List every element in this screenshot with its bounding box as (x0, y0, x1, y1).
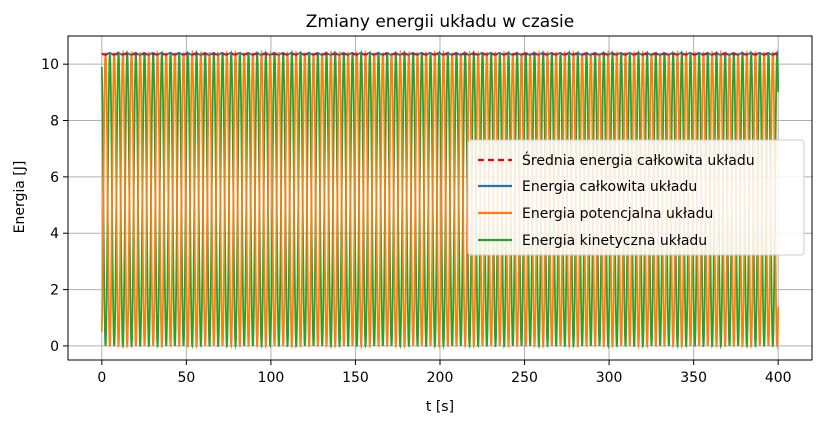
series-line-kinetic (100, 49, 780, 350)
x-axis-label: t [s] (426, 399, 454, 415)
legend-entry-mean-total: Średnia energia całkowita układu (478, 151, 755, 169)
x-tick-label: 150 (342, 370, 369, 386)
x-axis-ticks: 0 50 100 150 200 250 300 350 400 (97, 360, 792, 386)
legend-entry-kinetic: Energia kinetyczna układu (478, 233, 707, 249)
series-line-potential (100, 49, 780, 350)
x-tick-label: 350 (680, 370, 707, 386)
y-tick-label: 6 (50, 170, 59, 186)
x-tick-label: 50 (177, 370, 195, 386)
y-axis-ticks: 0 2 4 6 8 10 (41, 57, 68, 355)
x-tick-label: 0 (97, 370, 106, 386)
legend: Średnia energia całkowita układu Energia… (467, 139, 805, 256)
plot-area (100, 49, 780, 350)
y-tick-label: 8 (50, 114, 59, 130)
legend-label-kinetic: Energia kinetyczna układu (522, 233, 707, 249)
legend-entry-total: Energia całkowita układu (478, 179, 697, 195)
y-tick-label: 2 (50, 283, 59, 299)
legend-label-potential: Energia potencjalna układu (522, 206, 713, 222)
series-line-total (101, 51, 779, 56)
x-tick-label: 100 (258, 370, 285, 386)
y-tick-label: 0 (50, 339, 59, 355)
y-tick-label: 4 (50, 226, 59, 242)
chart-title: Zmiany energii układu w czasie (306, 12, 574, 32)
x-tick-label: 300 (596, 370, 623, 386)
legend-box (467, 139, 805, 256)
legend-label-mean-total: Średnia energia całkowita układu (522, 151, 755, 169)
legend-entry-potential: Energia potencjalna układu (478, 206, 713, 222)
y-axis-label: Energia [J] (12, 161, 28, 234)
y-tick-label: 10 (41, 57, 59, 73)
x-tick-label: 200 (427, 370, 454, 386)
legend-label-total: Energia całkowita układu (522, 179, 697, 195)
x-tick-label: 400 (765, 370, 792, 386)
x-tick-label: 250 (511, 370, 538, 386)
